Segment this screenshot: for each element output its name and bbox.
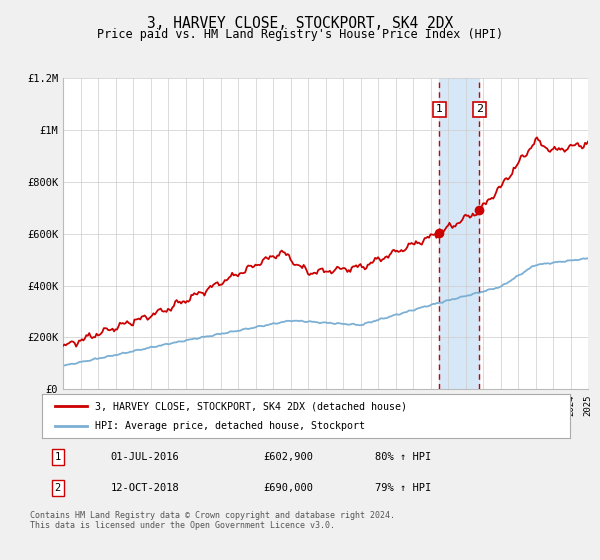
- Text: 80% ↑ HPI: 80% ↑ HPI: [374, 452, 431, 462]
- Text: £690,000: £690,000: [264, 483, 314, 493]
- Text: £602,900: £602,900: [264, 452, 314, 462]
- Text: 2: 2: [476, 105, 483, 114]
- Text: 79% ↑ HPI: 79% ↑ HPI: [374, 483, 431, 493]
- Text: 3, HARVEY CLOSE, STOCKPORT, SK4 2DX: 3, HARVEY CLOSE, STOCKPORT, SK4 2DX: [147, 16, 453, 31]
- Text: Contains HM Land Registry data © Crown copyright and database right 2024.: Contains HM Land Registry data © Crown c…: [30, 511, 395, 520]
- Text: 12-OCT-2018: 12-OCT-2018: [110, 483, 179, 493]
- Text: This data is licensed under the Open Government Licence v3.0.: This data is licensed under the Open Gov…: [30, 521, 335, 530]
- Text: 1: 1: [436, 105, 443, 114]
- Bar: [439, 78, 479, 389]
- Text: 01-JUL-2016: 01-JUL-2016: [110, 452, 179, 462]
- Text: 3, HARVEY CLOSE, STOCKPORT, SK4 2DX (detached house): 3, HARVEY CLOSE, STOCKPORT, SK4 2DX (det…: [95, 401, 407, 411]
- Text: 1: 1: [55, 452, 61, 462]
- Text: HPI: Average price, detached house, Stockport: HPI: Average price, detached house, Stoc…: [95, 421, 365, 431]
- Text: Price paid vs. HM Land Registry's House Price Index (HPI): Price paid vs. HM Land Registry's House …: [97, 28, 503, 41]
- Text: 2: 2: [55, 483, 61, 493]
